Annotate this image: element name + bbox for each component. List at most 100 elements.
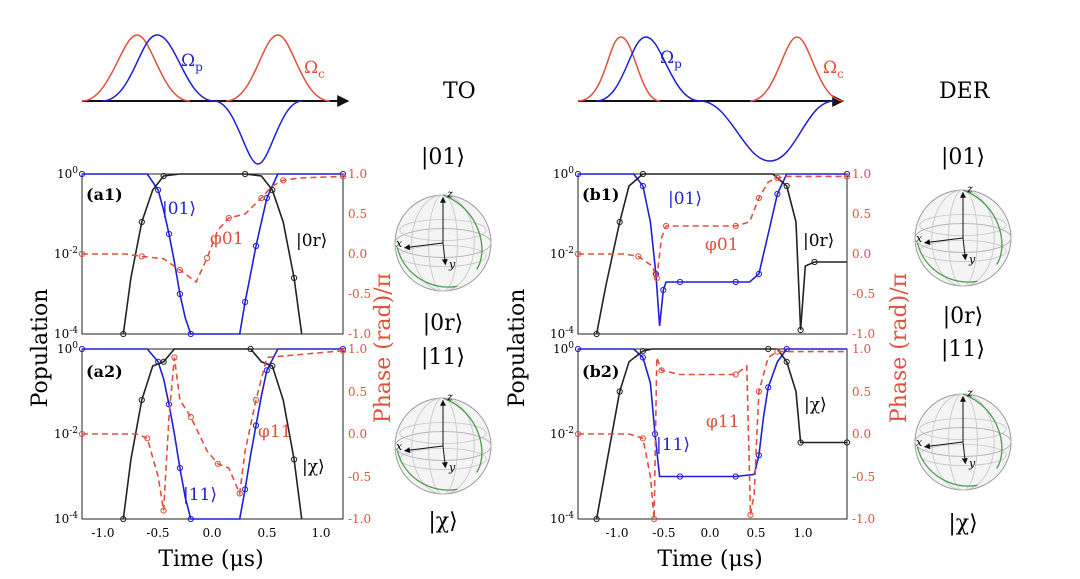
y-axis-label: y (448, 258, 456, 271)
z-axis-label: z (446, 187, 453, 200)
panel-b2: (b2) 100 10-2 10-4 1.0 0.5 0.0 -0.5 -1.0… (550, 341, 875, 540)
svg-text:100: 100 (57, 341, 78, 356)
marker-b2-2-8 (732, 371, 739, 378)
marker-a2-2-14 (252, 396, 260, 404)
marker-b1-1-10 (811, 258, 818, 266)
trajectory-front (442, 194, 483, 270)
pulse-c-to (81, 34, 331, 102)
marker-b2-0-2 (639, 354, 647, 361)
marker-a1-0-2 (155, 186, 162, 194)
phase-label-a2: φ11 (258, 422, 292, 442)
svg-text:0.5: 0.5 (257, 526, 276, 540)
series-line-b2-0 (578, 348, 847, 478)
svg-text:10-2: 10-2 (54, 426, 78, 441)
svg-text:10-2: 10-2 (550, 426, 574, 441)
x-axis (404, 242, 444, 251)
series-line-a2-0 (82, 348, 343, 520)
svg-text:0.5: 0.5 (348, 385, 367, 399)
state-label-0r-b1: |0r⟩ (803, 231, 834, 251)
bloch-sphere-to-01: z x y (394, 187, 492, 292)
marker-a2-2-2 (144, 435, 151, 442)
marker-b1-2-10 (755, 194, 763, 202)
svg-text:-1.0: -1.0 (348, 512, 371, 526)
trajectory-back (396, 450, 458, 491)
marker-a1-1-10 (291, 274, 298, 282)
scheme-title-der: DER (939, 79, 991, 104)
x-axis-label-a: Time (μs) (158, 547, 263, 572)
scheme-title-to: TO (443, 79, 476, 104)
marker-a1-2-4 (176, 266, 183, 274)
svg-text:-1.0: -1.0 (348, 327, 371, 341)
marker-b2-0-8 (732, 473, 739, 480)
trajectory-front (962, 393, 1003, 469)
pulse-p-to (101, 34, 303, 165)
marker-b2-1-12 (843, 439, 851, 446)
marker-a1-2-8 (225, 214, 232, 222)
pulse-c-der (577, 36, 845, 102)
z-axis-label: z (966, 386, 973, 399)
marker-b2-2-6 (658, 367, 665, 374)
marker-a2-0-10 (242, 486, 249, 493)
state-label-11-a2: |11⟩ (183, 485, 217, 505)
svg-text:10-4: 10-4 (54, 326, 78, 341)
left-ticks-a1: 100 10-2 10-4 (54, 166, 78, 341)
marker-b1-0-6 (660, 286, 667, 294)
marker-b2-2-14 (774, 348, 781, 355)
marker-a1-2-10 (258, 194, 265, 202)
omega-p-label-der: Ωp (660, 48, 682, 71)
marker-b2-1-6 (765, 345, 772, 353)
series-line-a2-1 (122, 348, 303, 520)
marker-b1-2-6 (663, 222, 670, 230)
marker-b1-0-10 (732, 278, 739, 286)
x-axis-label: x (916, 436, 923, 449)
marker-a2-1-6 (247, 345, 254, 353)
svg-text:10-2: 10-2 (550, 246, 574, 261)
pulse-diagram-to: Ωp Ωc TO (81, 34, 476, 165)
sphere-label-chi-der: |χ⟩ (948, 511, 977, 536)
state-label-11-b2: |11⟩ (656, 435, 690, 455)
sphere-label-0r-der: |0r⟩ (943, 304, 984, 329)
svg-text:-0.5: -0.5 (652, 526, 675, 540)
y-axis-label: y (968, 253, 976, 266)
svg-text:-0.5: -0.5 (146, 526, 169, 540)
x-axis (404, 445, 444, 454)
series-line-a1-1 (122, 173, 303, 335)
marker-a2-0-4 (165, 401, 173, 408)
svg-text:10-4: 10-4 (550, 326, 574, 341)
marker-b1-2-0 (574, 250, 582, 258)
panel-label-a2: (a2) (86, 362, 123, 381)
x-axis-label: x (916, 232, 923, 245)
marker-a2-2-4 (160, 507, 167, 514)
phase-label-b2: φ11 (706, 412, 740, 432)
marker-b2-1-2 (616, 388, 623, 395)
state-label-01-a1: |01⟩ (162, 199, 196, 219)
marker-a2-1-8 (269, 362, 276, 370)
panel-label-a1: (a1) (86, 185, 123, 204)
marker-a2-1-10 (291, 456, 298, 463)
marker-b2-2-10 (747, 511, 754, 518)
marker-b1-2-4 (653, 274, 660, 282)
state-label-chi-a2: |χ⟩ (302, 457, 325, 477)
marker-b2-0-10 (755, 452, 763, 459)
marker-a2-2-10 (214, 460, 221, 467)
marker-b1-0-12 (755, 270, 763, 278)
marker-b2-0-0 (574, 345, 582, 353)
marker-a2-1-2 (138, 396, 145, 404)
marker-a2-2-16 (339, 347, 347, 354)
trajectory-back (916, 242, 978, 283)
state-label-01-b1: |01⟩ (668, 189, 702, 209)
y-axis-label: y (968, 457, 976, 470)
marker-a1-2-14 (339, 173, 347, 180)
svg-text:10-4: 10-4 (54, 511, 78, 526)
y-axis-label: y (448, 461, 456, 474)
svg-text:-0.5: -0.5 (348, 287, 371, 301)
svg-text:0.0: 0.0 (348, 427, 367, 441)
x-axis-label-b: Time (μs) (657, 547, 762, 572)
marker-b2-0-14 (783, 345, 790, 353)
trajectory-back (916, 446, 978, 487)
right-ticks-a1: 1.0 0.5 0.0 -0.5 -1.0 (348, 167, 371, 341)
marker-a2-2-6 (171, 354, 178, 361)
panel-a1: (a1) 100 10-2 10-4 1.0 0.5 0.0 -0.5 -1.0… (54, 166, 371, 341)
marker-a2-0-16 (339, 345, 347, 353)
